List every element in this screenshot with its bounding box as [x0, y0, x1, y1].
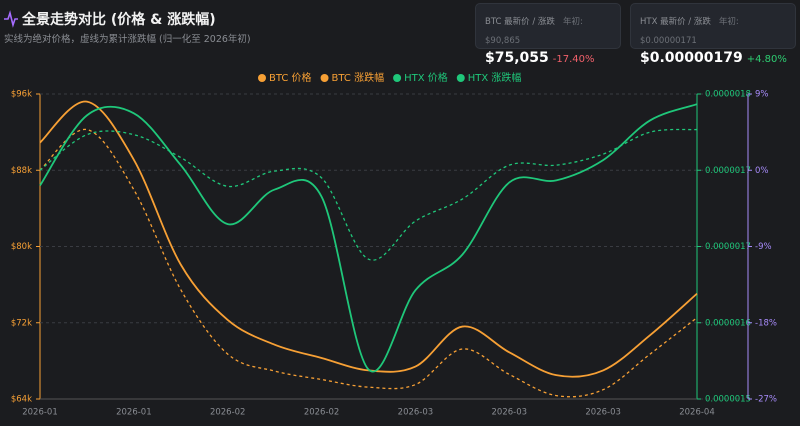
series-line: [39, 100, 698, 378]
y-tick-label: -18%: [755, 318, 777, 328]
card-label: HTX 最新价 / 涨跌: [640, 17, 711, 27]
legend-label: BTC 价格: [269, 71, 312, 84]
page-subtitle: 实线为绝对价格，虚线为累计涨跌幅 (归一化至 2026年初): [4, 34, 251, 45]
legend-marker: [320, 74, 329, 82]
y-tick-label: 0.0000017: [705, 242, 751, 252]
legend-marker: [456, 74, 465, 82]
y-tick-label: 0.0000017: [705, 166, 751, 176]
legend-label: BTC 涨跌幅: [332, 71, 385, 84]
page-title: 全景走势对比 (价格 & 涨跌幅): [22, 12, 216, 28]
x-tick-label: 2026-01: [22, 408, 58, 418]
series-line: [39, 128, 698, 398]
legend-marker: [393, 74, 402, 82]
y-tick-label: -9%: [755, 242, 772, 252]
x-tick-label: 2026-02: [210, 408, 246, 418]
y-tick-label: 9%: [755, 90, 769, 100]
y-tick-label: 0.0000015: [705, 395, 751, 405]
card-base: 年初: $0.00000171: [640, 17, 739, 46]
card-price: $0.00000179: [640, 50, 743, 66]
x-tick-label: 2026-03: [585, 408, 621, 418]
title-icon: [4, 10, 18, 28]
x-tick-label: 2026-03: [492, 408, 528, 418]
y-tick-label: 0.0000018: [705, 90, 751, 100]
card-label: BTC 最新价 / 涨跌: [485, 17, 555, 27]
card-change: +4.80%: [746, 54, 787, 65]
y-tick-label: $72k: [11, 318, 32, 328]
legend-label: HTX 涨跌幅: [468, 71, 522, 84]
htx-card: HTX 最新价 / 涨跌 年初: $0.00000171 $0.00000179 +…: [630, 3, 796, 66]
card-change: -17.40%: [552, 54, 595, 65]
y-tick-label: $88k: [11, 166, 32, 176]
legend-marker: [258, 74, 266, 82]
x-tick-label: 2026-04: [679, 408, 715, 418]
card-price: $75,055: [485, 50, 549, 66]
series-line: [39, 128, 698, 261]
legend-label: HTX 价格: [404, 71, 448, 84]
btc-card: BTC 最新价 / 涨跌 年初: $90,865 $75,055 -17.40%: [475, 3, 621, 66]
x-tick-label: 2026-01: [116, 408, 152, 418]
series-line: [39, 103, 698, 373]
y-tick-label: 0.0000016: [705, 318, 751, 328]
y-tick-label: $96k: [11, 90, 32, 100]
card-base: 年初: $90,865: [485, 17, 583, 46]
y-tick-label: 0%: [755, 166, 769, 176]
y-tick-label: $80k: [11, 242, 32, 252]
x-tick-label: 2026-02: [304, 408, 340, 418]
y-tick-label: $64k: [11, 395, 32, 405]
y-tick-label: -27%: [755, 395, 777, 405]
x-tick-label: 2026-03: [398, 408, 434, 418]
